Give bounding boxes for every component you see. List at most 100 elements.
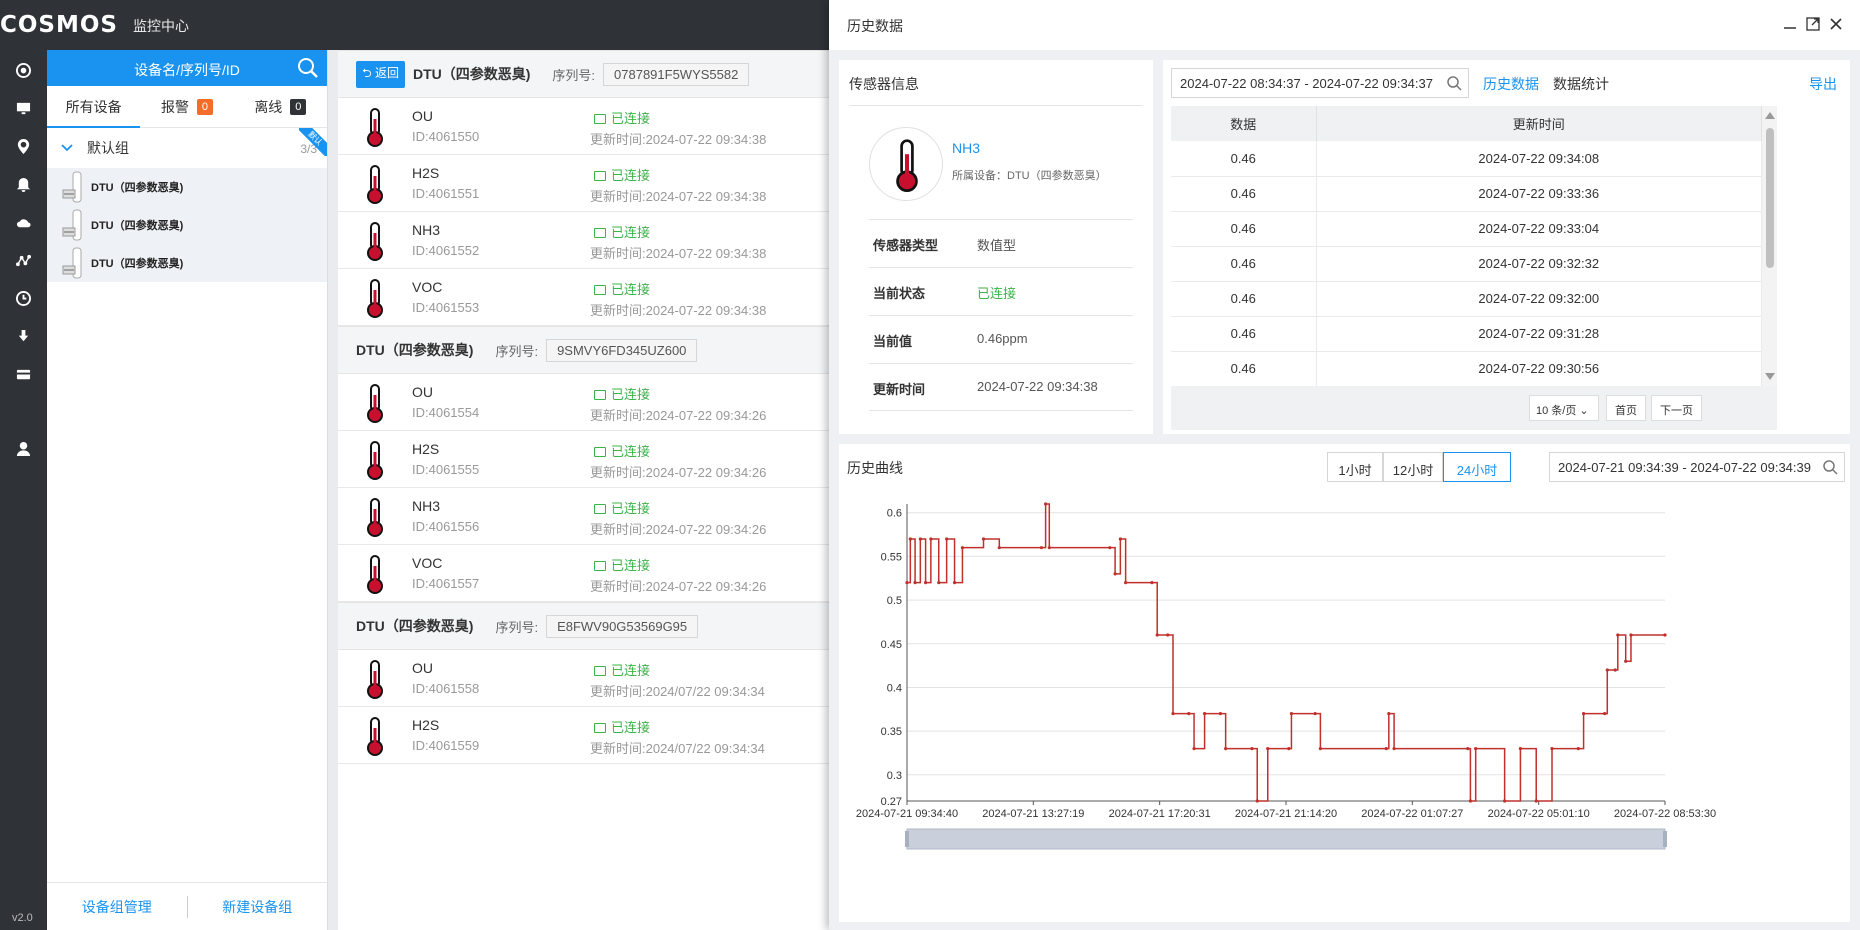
- device-item[interactable]: DTU（四参数恶臭): [47, 206, 327, 244]
- data-range-input[interactable]: 2024-07-22 08:34:37 - 2024-07-22 09:34:3…: [1171, 68, 1469, 98]
- y-tick-label: 0.3: [887, 770, 902, 782]
- sensor-row[interactable]: VOC ID:4061557 已连接 更新时间:2024-07-22 09:34:26: [338, 545, 858, 602]
- serial-number: 0787891F5WYS5582: [603, 62, 750, 86]
- sensor-update-time: 更新时间:2024-07-22 09:34:26: [590, 522, 767, 537]
- app-title: 监控中心: [133, 18, 189, 34]
- zoom-handle-left: [905, 831, 909, 847]
- data-point: [913, 581, 917, 585]
- sensor-row[interactable]: OU ID:4061554 已连接 更新时间:2024-07-22 09:34:26: [338, 374, 858, 431]
- device-group-default[interactable]: 默认组 3/3 默认: [47, 128, 327, 168]
- maximize-icon[interactable]: [1805, 16, 1821, 32]
- sensor-name[interactable]: NH3: [952, 140, 981, 156]
- minimize-icon[interactable]: [1782, 16, 1798, 32]
- data-point: [1534, 799, 1538, 803]
- chevron-down-icon[interactable]: [61, 142, 73, 154]
- x-tick-label: 2024-07-22 05:01:10: [1488, 808, 1590, 820]
- search-icon[interactable]: [1446, 75, 1462, 91]
- status-text: 已连接: [611, 282, 651, 297]
- info-row-status: 当前状态 已连接: [869, 267, 1133, 315]
- tab-history-data[interactable]: 历史数据: [1483, 76, 1539, 92]
- x-tick-label: 2024-07-21 09:34:40: [856, 808, 958, 820]
- curve-range-input[interactable]: 2024-07-21 09:34:39 - 2024-07-22 09:34:3…: [1549, 452, 1845, 482]
- monitor-icon[interactable]: [0, 90, 47, 126]
- back-button[interactable]: ⮌ 返回: [356, 60, 405, 88]
- range-24h-button[interactable]: 24小时: [1443, 452, 1511, 482]
- data-point: [1613, 668, 1617, 672]
- serial-label: 序列号:: [552, 67, 596, 83]
- data-point: [1387, 712, 1391, 716]
- device-group-manage-link[interactable]: 设备组管理: [81, 898, 152, 915]
- dtu-device-icon: [62, 247, 82, 279]
- location-icon[interactable]: [0, 128, 47, 164]
- thermometer-icon: [896, 139, 918, 192]
- device-search-bar[interactable]: 设备名/序列号/ID: [47, 50, 327, 86]
- sensor-row[interactable]: VOC ID:4061553 已连接 更新时间:2024-07-22 09:34:38: [338, 269, 858, 326]
- export-link[interactable]: 导出: [1809, 76, 1837, 92]
- monitor-icon: [594, 114, 606, 124]
- history-title: 历史数据: [847, 18, 903, 34]
- card-icon[interactable]: [0, 356, 47, 392]
- scroll-down-arrow[interactable]: [1765, 373, 1775, 380]
- x-tick-label: 2024-07-21 21:14:20: [1235, 808, 1337, 820]
- data-point: [1616, 633, 1620, 637]
- info-row-time: 更新时间 2024-07-22 09:34:38: [869, 363, 1133, 411]
- status-text: 已连接: [611, 663, 651, 678]
- next-page-button[interactable]: 下一页: [1651, 395, 1702, 421]
- sensor-device: 所属设备：DTU（四参数恶臭）: [952, 170, 1107, 182]
- page-size-select[interactable]: 10 条/页 ⌄: [1529, 395, 1599, 421]
- monitor-icon: [594, 390, 606, 400]
- sensor-row[interactable]: H2S ID:4061555 已连接 更新时间:2024-07-22 09:34:26: [338, 431, 858, 488]
- sensor-row[interactable]: NH3 ID:4061556 已连接 更新时间:2024-07-22 09:34:26: [338, 488, 858, 545]
- bell-icon[interactable]: [0, 166, 47, 202]
- dtu-name: DTU（四参数恶臭): [356, 618, 474, 634]
- clock-icon[interactable]: [0, 280, 47, 316]
- table-row: 0.46 2024-07-22 09:33:04: [1171, 211, 1762, 247]
- tab-data-stats[interactable]: 数据统计: [1553, 76, 1609, 92]
- search-icon[interactable]: [296, 56, 320, 80]
- dtu-name: DTU（四参数恶臭): [412, 66, 531, 82]
- scroll-thumb[interactable]: [1766, 128, 1774, 268]
- history-data-table: 数据 更新时间 0.46 2024-07-22 09:34:08 0.46 2024-…: [1171, 106, 1762, 386]
- y-tick-label: 0.4: [887, 682, 902, 694]
- back-label: 返回: [374, 65, 399, 80]
- search-icon[interactable]: [1822, 459, 1838, 475]
- tab-offline[interactable]: 离线 0: [234, 86, 327, 127]
- sensor-id: ID:4061556: [412, 519, 480, 534]
- sensor-update-time: 更新时间:2024-07-22 09:34:26: [590, 465, 767, 480]
- sensor-row[interactable]: OU ID:4061550 已连接 更新时间:2024-07-22 09:34:38: [338, 98, 858, 155]
- sensor-row[interactable]: H2S ID:4061559 已连接 更新时间:2024/07/22 09:34:34: [338, 707, 858, 764]
- sensor-row[interactable]: OU ID:4061558 已连接 更新时间:2024/07/22 09:34:34: [338, 650, 858, 707]
- tab-label: 所有设备: [65, 98, 122, 115]
- network-icon[interactable]: [0, 242, 47, 278]
- dtu-device-icon: [62, 209, 82, 241]
- download-icon[interactable]: [0, 318, 47, 354]
- sensor-row[interactable]: NH3 ID:4061552 已连接 更新时间:2024-07-22 09:34:38: [338, 212, 858, 269]
- sensor-row[interactable]: H2S ID:4061551 已连接 更新时间:2024-07-22 09:34:38: [338, 155, 858, 212]
- zoom-handle-right: [1663, 831, 1667, 847]
- device-item[interactable]: DTU（四参数恶臭): [47, 168, 327, 206]
- target-icon[interactable]: [0, 52, 47, 88]
- sensor-status: 已连接: [594, 498, 650, 517]
- sensor-status: 已连接: [594, 108, 650, 127]
- icon-rail: v2.0: [0, 50, 47, 930]
- status-text: 已连接: [611, 387, 651, 402]
- range-1h-button[interactable]: 1小时: [1327, 452, 1383, 482]
- range-12h-button[interactable]: 12小时: [1383, 452, 1443, 482]
- monitor-icon: [594, 723, 606, 733]
- table-scrollbar[interactable]: [1762, 106, 1777, 386]
- sensor-id: ID:4061558: [412, 681, 480, 696]
- first-page-button[interactable]: 首页: [1606, 395, 1646, 421]
- sensor-update-time: 更新时间:2024-07-22 09:34:38: [590, 132, 767, 147]
- scroll-up-arrow[interactable]: [1765, 112, 1775, 119]
- device-item[interactable]: DTU（四参数恶臭): [47, 244, 327, 282]
- tab-all-devices[interactable]: 所有设备: [47, 86, 141, 128]
- new-device-group-link[interactable]: 新建设备组: [222, 898, 293, 915]
- user-icon[interactable]: [0, 430, 47, 466]
- x-tick-label: 2024-07-21 13:27:19: [982, 808, 1084, 820]
- cloud-icon[interactable]: [0, 204, 47, 240]
- close-icon[interactable]: [1828, 16, 1844, 32]
- sensor-name: H2S: [412, 165, 440, 181]
- sensor-name: H2S: [412, 717, 440, 733]
- data-point: [1187, 712, 1191, 716]
- tab-alarm[interactable]: 报警 0: [140, 86, 233, 127]
